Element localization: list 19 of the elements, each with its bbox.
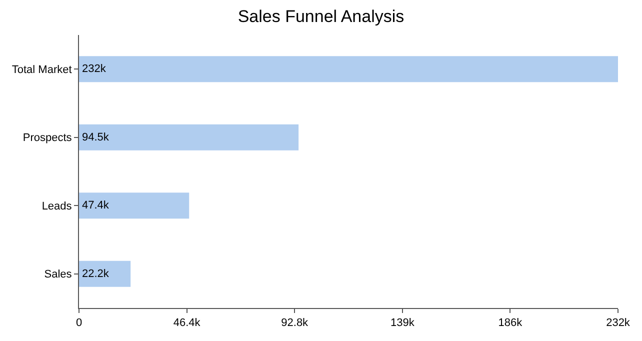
data-label: 232k: [82, 63, 106, 76]
data-label: 22.2k: [82, 268, 110, 280]
x-tick-label: 232k: [606, 317, 630, 330]
bar: [79, 192, 190, 219]
x-tick-label: 92.8k: [281, 317, 309, 330]
x-tick-label: 139k: [390, 317, 415, 330]
bar: [79, 124, 299, 150]
chart-title: Sales Funnel Analysis: [238, 7, 404, 26]
data-label: 94.5k: [82, 131, 110, 144]
bar: [79, 56, 618, 82]
y-tick-label: Leads: [42, 200, 72, 212]
data-label: 47.4k: [82, 200, 110, 212]
y-tick-label: Total Market: [12, 64, 72, 76]
x-tick-label: 0: [76, 317, 82, 330]
x-tick-label: 46.4k: [173, 317, 201, 330]
x-tick-label: 186k: [498, 317, 523, 330]
y-tick-label: Sales: [44, 268, 72, 281]
bar: [79, 260, 131, 287]
y-tick-label: Prospects: [22, 132, 72, 144]
